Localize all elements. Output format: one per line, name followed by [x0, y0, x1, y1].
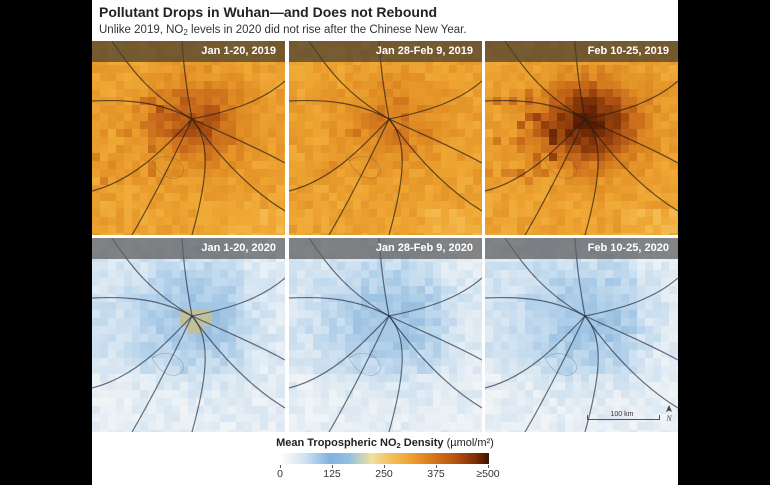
road-line: [289, 118, 390, 192]
legend-tick: [280, 465, 281, 468]
north-arrow-icon: N: [665, 405, 672, 422]
road-line: [584, 118, 678, 212]
density-cells: [485, 238, 678, 432]
panel-date-label: Jan 1-20, 2020: [92, 238, 285, 259]
panel-date-label: Feb 10-25, 2019: [485, 41, 678, 62]
road-line: [131, 118, 193, 235]
density-cells: [289, 238, 482, 432]
no2-map-feb10-25-2020: [485, 238, 678, 432]
legend-tick: [332, 465, 333, 468]
road-line: [524, 118, 586, 235]
panel-date-label: Jan 28-Feb 9, 2019: [289, 41, 482, 62]
density-cells: [92, 238, 285, 432]
road-line: [485, 315, 586, 389]
map-panel-jan28-feb9-2019: Jan 28-Feb 9, 2019: [289, 41, 482, 235]
density-cells: [92, 41, 285, 235]
road-line: [328, 315, 390, 432]
legend-tick: [488, 465, 489, 468]
north-arrow-label: N: [665, 414, 672, 422]
legend-tick-label: 250: [375, 468, 393, 480]
road-line: [191, 315, 285, 409]
no2-map-jan1-20-2020: [92, 238, 285, 432]
road-line: [92, 315, 193, 389]
figure: Pollutant Drops in Wuhan—and Does not Re…: [92, 0, 678, 485]
road-line: [328, 118, 390, 235]
color-scale-bar: [280, 453, 489, 464]
legend-tick-label: 375: [427, 468, 445, 480]
road-line: [388, 118, 482, 212]
legend-tick: [384, 465, 385, 468]
road-line: [584, 80, 678, 120]
map-panel-feb10-25-2019: Feb 10-25, 2019: [485, 41, 678, 235]
legend-tick-label: 125: [323, 468, 341, 480]
road-line: [485, 118, 586, 192]
road-line: [92, 118, 193, 192]
panel-date-label: Jan 28-Feb 9, 2020: [289, 238, 482, 259]
road-line: [388, 80, 482, 120]
figure-subtitle: Unlike 2019, NO2 levels in 2020 did not …: [99, 24, 467, 37]
map-panel-jan28-feb9-2020: Jan 28-Feb 9, 2020: [289, 238, 482, 432]
scale-bar-label: 100 km: [610, 411, 634, 418]
legend-tick-label: 0: [277, 468, 283, 480]
road-line: [584, 315, 678, 409]
road-line: [584, 277, 678, 317]
road-line: [191, 80, 285, 120]
road-line: [191, 118, 285, 212]
map-grid: Jan 1-20, 2019 Jan 28-Feb 9, 2019 Feb 10…: [92, 41, 678, 432]
road-line: [524, 315, 586, 432]
legend-title: Mean Tropospheric NO2 Density (µmol/m²): [276, 437, 494, 450]
density-cells: [289, 41, 482, 235]
panel-date-label: Feb 10-25, 2020: [485, 238, 678, 259]
density-cells: [485, 41, 678, 235]
no2-map-jan28-feb9-2020: [289, 238, 482, 432]
no2-map-feb10-25-2019: [485, 41, 678, 235]
legend-tick-label: ≥500: [476, 468, 500, 480]
road-line: [131, 315, 193, 432]
no2-map-jan28-feb9-2019: [289, 41, 482, 235]
map-panel-jan1-20-2020: Jan 1-20, 2020: [92, 238, 285, 432]
road-line: [388, 315, 482, 409]
road-line: [388, 277, 482, 317]
panel-date-label: Jan 1-20, 2019: [92, 41, 285, 62]
map-panel-jan1-20-2019: Jan 1-20, 2019: [92, 41, 285, 235]
scale-bar: [587, 415, 660, 420]
figure-title: Pollutant Drops in Wuhan—and Does not Re…: [99, 4, 438, 20]
road-line: [191, 277, 285, 317]
road-line: [289, 315, 390, 389]
map-panel-feb10-25-2020: Feb 10-25, 2020: [485, 238, 678, 432]
no2-map-jan1-20-2019: [92, 41, 285, 235]
legend-tick: [436, 465, 437, 468]
